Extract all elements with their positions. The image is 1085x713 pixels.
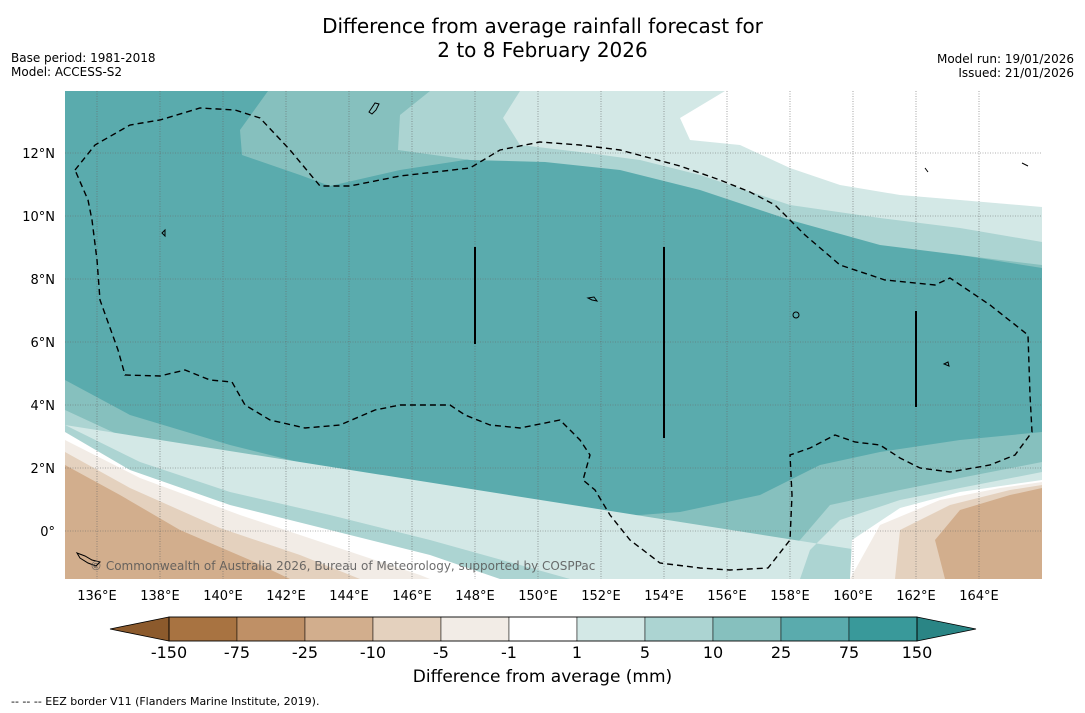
colorbar-tick-label: -150 xyxy=(151,643,187,662)
colorbar-swatch xyxy=(644,616,714,642)
colorbar-swatch xyxy=(712,616,782,642)
islands xyxy=(75,102,1029,567)
colorbar-low-extend xyxy=(110,617,169,641)
lat-label: 6°N xyxy=(31,336,56,351)
lat-label: 0° xyxy=(40,525,55,540)
anomaly-band-minus-10-25-west xyxy=(65,465,290,579)
colorbar-swatch xyxy=(168,616,238,642)
colorbar-tick-label: 10 xyxy=(703,643,723,662)
colorbar-swatch xyxy=(440,616,510,642)
title-line-2: 2 to 8 February 2026 xyxy=(437,38,648,62)
lon-label: 150°E xyxy=(518,589,558,604)
lat-label: 10°N xyxy=(22,210,55,225)
colorbar-tick-label: -75 xyxy=(224,643,250,662)
eez-footnote: -- -- -- EEZ border V11 (Flanders Marine… xyxy=(11,695,320,708)
lat-label: 2°N xyxy=(31,462,56,477)
colorbar-swatch xyxy=(576,616,646,642)
colorbar-swatches xyxy=(168,616,918,642)
model-name: Model: ACCESS-S2 xyxy=(11,65,123,79)
colorbar-title: Difference from average (mm) xyxy=(412,667,673,687)
lon-label: 152°E xyxy=(581,589,621,604)
lon-label: 136°E xyxy=(77,589,117,604)
colorbar-high-outline xyxy=(916,616,977,642)
colorbar-swatch xyxy=(780,616,850,642)
colorbar-low-outline xyxy=(109,616,170,642)
issued-date: Issued: 21/01/2026 xyxy=(958,66,1074,80)
lon-label: 164°E xyxy=(959,589,999,604)
anomaly-band-minus-10-25-east xyxy=(935,488,1042,579)
colorbar-tick-label: -1 xyxy=(501,643,517,662)
lon-label: 158°E xyxy=(770,589,810,604)
colorbar-labels: -150 -75 -25 -10 -5 -1 1 5 10 25 75 150 xyxy=(151,643,932,662)
base-period: Base period: 1981-2018 xyxy=(11,51,156,65)
graticule xyxy=(65,91,1042,579)
meta-right: Model run: 19/01/2026 Issued: 21/01/2026 xyxy=(937,52,1074,80)
meta-left: Base period: 1981-2018 Model: ACCESS-S2 xyxy=(11,51,156,79)
colorbar-swatch xyxy=(236,616,306,642)
colorbar-tick-label: -25 xyxy=(292,643,318,662)
lat-label: 12°N xyxy=(22,147,55,162)
lon-label: 146°E xyxy=(392,589,432,604)
lat-label: 4°N xyxy=(31,399,56,414)
title-line-1: Difference from average rainfall forecas… xyxy=(322,14,763,38)
lon-label: 156°E xyxy=(707,589,747,604)
colorbar-tick-label: 25 xyxy=(771,643,791,662)
latitude-labels: 12°N 10°N 8°N 6°N 4°N 2°N 0° xyxy=(22,147,55,540)
lon-label: 140°E xyxy=(203,589,243,604)
copyright-notice: © Commonwealth of Australia 2026, Bureau… xyxy=(90,559,595,573)
lon-label: 138°E xyxy=(140,589,180,604)
lon-label: 162°E xyxy=(896,589,936,604)
lon-label: 142°E xyxy=(266,589,306,604)
colorbar-tick-label: -5 xyxy=(433,643,449,662)
map-plot-area: © Commonwealth of Australia 2026, Bureau… xyxy=(65,91,1042,579)
colorbar-swatch xyxy=(304,616,374,642)
lon-label: 160°E xyxy=(833,589,873,604)
colorbar-swatch xyxy=(848,616,918,642)
colorbar-tick-label: 150 xyxy=(902,643,933,662)
colorbar-tick-label: 75 xyxy=(839,643,859,662)
map-title: Difference from average rainfall forecas… xyxy=(0,14,1085,62)
colorbar-high-extend xyxy=(917,617,976,641)
colorbar: -150 -75 -25 -10 -5 -1 1 5 10 25 75 150 xyxy=(109,616,977,662)
lat-label: 8°N xyxy=(31,273,56,288)
lon-label: 148°E xyxy=(455,589,495,604)
anomaly-band-neutral-north xyxy=(680,91,1042,207)
colorbar-tick-label: -10 xyxy=(360,643,386,662)
colorbar-swatch xyxy=(372,616,442,642)
colorbar-tick-label: 1 xyxy=(572,643,582,662)
model-run: Model run: 19/01/2026 xyxy=(936,52,1074,66)
longitude-labels: 136°E 138°E 140°E 142°E 144°E 146°E 148°… xyxy=(77,589,999,604)
colorbar-tick-label: 5 xyxy=(640,643,650,662)
lon-label: 154°E xyxy=(644,589,684,604)
eez-border xyxy=(74,107,1033,571)
anomaly-band-1-5-south xyxy=(65,425,1042,579)
colorbar-swatch xyxy=(508,616,578,642)
lon-label: 144°E xyxy=(329,589,369,604)
